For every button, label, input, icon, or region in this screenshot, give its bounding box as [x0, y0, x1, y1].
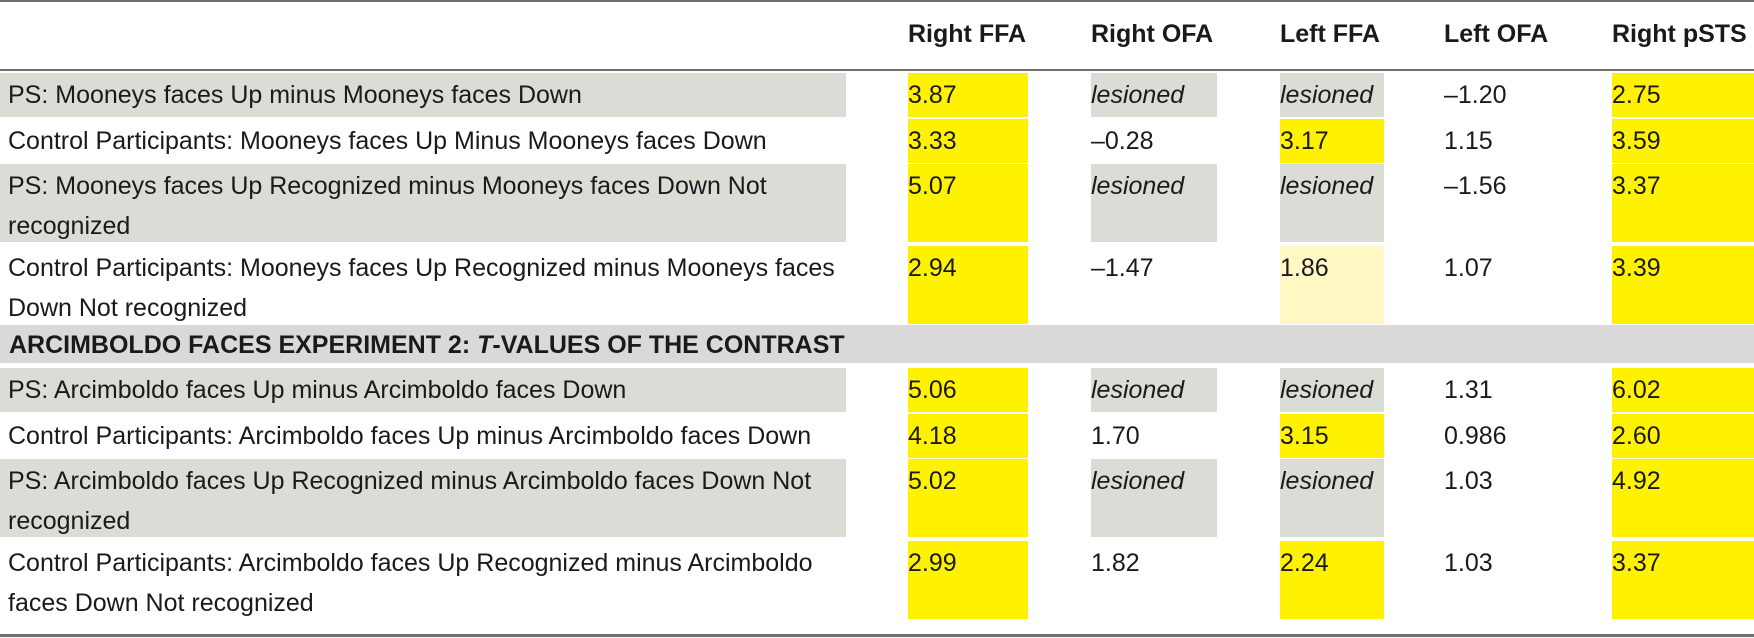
- cell-highlight-left-ffa: [1280, 541, 1384, 619]
- row-label: PS: Mooneys faces Up minus Mooneys faces…: [8, 81, 582, 109]
- cell-highlight-right-ffa: [908, 246, 1028, 324]
- section-heading-pre: ARCIMBOLDO FACES EXPERIMENT 2:: [9, 331, 478, 359]
- row-label: PS: Mooneys faces Up Recognized minus Mo…: [8, 172, 767, 200]
- cell-highlight-right-ofa: [1091, 459, 1217, 537]
- cell-highlight-right-psts: [1612, 73, 1754, 117]
- row-label: Control Participants: Mooneys faces Up R…: [8, 254, 835, 282]
- cell-highlight-left-ffa: [1280, 414, 1384, 458]
- column-header-left-ffa: Left FFA: [1280, 20, 1380, 48]
- value-right-ofa: lesioned: [1091, 172, 1185, 200]
- value-right-psts: 6.02: [1612, 376, 1661, 404]
- value-right-ofa: lesioned: [1091, 467, 1185, 495]
- value-left-ffa: 3.17: [1280, 127, 1329, 155]
- value-right-psts: 3.59: [1612, 127, 1661, 155]
- value-left-ofa: 1.03: [1444, 549, 1493, 577]
- cell-highlight-right-ffa: [908, 368, 1028, 412]
- column-header-right-psts: Right pSTS: [1612, 20, 1747, 48]
- cell-highlight-right-ofa: [1091, 368, 1217, 412]
- value-left-ofa: –1.56: [1444, 172, 1507, 200]
- value-left-ofa: 1.15: [1444, 127, 1493, 155]
- value-right-ofa: 1.70: [1091, 422, 1140, 450]
- value-left-ffa: lesioned: [1280, 172, 1374, 200]
- cell-highlight-right-ofa: [1091, 73, 1217, 117]
- value-left-ffa: lesioned: [1280, 376, 1374, 404]
- row-label: PS: Arcimboldo faces Up Recognized minus…: [8, 467, 812, 495]
- cell-highlight-right-psts: [1612, 414, 1754, 458]
- bottom-rule: [0, 634, 1754, 637]
- cell-highlight-left-ffa: [1280, 73, 1384, 117]
- row-label: recognized: [8, 507, 131, 535]
- row-label: PS: Arcimboldo faces Up minus Arcimboldo…: [8, 376, 627, 404]
- cell-highlight-right-ffa: [908, 73, 1028, 117]
- section-heading-post: -VALUES OF THE CONTRAST: [492, 331, 845, 359]
- value-left-ffa: 3.15: [1280, 422, 1329, 450]
- row-label-bg: [0, 164, 846, 242]
- value-right-ofa: 1.82: [1091, 549, 1140, 577]
- cell-highlight-left-ffa: [1280, 119, 1384, 163]
- value-left-ffa: 1.86: [1280, 254, 1329, 282]
- cell-highlight-right-ffa: [908, 459, 1028, 537]
- value-left-ffa: lesioned: [1280, 81, 1374, 109]
- value-left-ffa: 2.24: [1280, 549, 1329, 577]
- value-right-ffa: 5.02: [908, 467, 957, 495]
- row-label: Control Participants: Arcimboldo faces U…: [8, 549, 813, 577]
- section-heading-italic: T: [477, 331, 493, 359]
- section-band: [0, 325, 1754, 363]
- row-label: recognized: [8, 212, 131, 240]
- column-header-right-ffa: Right FFA: [908, 20, 1027, 48]
- column-header-left-ofa: Left OFA: [1444, 20, 1549, 48]
- row-label: Control Participants: Mooneys faces Up M…: [8, 127, 767, 155]
- value-right-psts: 3.39: [1612, 254, 1661, 282]
- value-right-ffa: 5.06: [908, 376, 957, 404]
- row-label-bg: [0, 459, 846, 537]
- cell-highlight-left-ffa: [1280, 459, 1384, 537]
- value-right-ffa: 4.18: [908, 422, 957, 450]
- cell-highlight-left-ffa: [1280, 164, 1384, 242]
- value-right-ofa: –0.28: [1091, 127, 1154, 155]
- value-right-ofa: lesioned: [1091, 81, 1185, 109]
- cell-highlight-right-ofa: [1091, 164, 1217, 242]
- value-right-ofa: –1.47: [1091, 254, 1154, 282]
- row-label: Control Participants: Arcimboldo faces U…: [8, 422, 812, 450]
- value-right-ffa: 2.94: [908, 254, 957, 282]
- cell-highlight-left-ffa: [1280, 246, 1384, 324]
- value-right-ofa: lesioned: [1091, 376, 1185, 404]
- row-label-bg: [0, 368, 846, 412]
- value-right-ffa: 3.33: [908, 127, 957, 155]
- row-label: Down Not recognized: [8, 294, 248, 322]
- row-label-bg: [0, 73, 846, 117]
- value-left-ofa: –1.20: [1444, 81, 1507, 109]
- cell-highlight-right-ffa: [908, 414, 1028, 458]
- value-right-psts: 3.37: [1612, 549, 1661, 577]
- cell-highlight-right-ffa: [908, 541, 1028, 619]
- value-right-psts: 2.75: [1612, 81, 1661, 109]
- value-right-psts: 2.60: [1612, 422, 1661, 450]
- cell-highlight-right-psts: [1612, 164, 1754, 242]
- value-right-ffa: 3.87: [908, 81, 957, 109]
- value-right-psts: 3.37: [1612, 172, 1661, 200]
- cell-highlight-right-psts: [1612, 119, 1754, 163]
- cell-highlight-right-ffa: [908, 119, 1028, 163]
- value-right-psts: 4.92: [1612, 467, 1661, 495]
- value-left-ofa: 1.07: [1444, 254, 1493, 282]
- cell-highlight-left-ffa: [1280, 368, 1384, 412]
- cell-highlight-right-psts: [1612, 246, 1754, 324]
- section-heading: ARCIMBOLDO FACES EXPERIMENT 2: T-VALUES …: [9, 326, 845, 364]
- value-right-ffa: 5.07: [908, 172, 957, 200]
- value-left-ofa: 0.986: [1444, 422, 1507, 450]
- value-right-ffa: 2.99: [908, 549, 957, 577]
- cell-highlight-right-psts: [1612, 541, 1754, 619]
- cell-highlight-right-psts: [1612, 459, 1754, 537]
- value-left-ofa: 1.03: [1444, 467, 1493, 495]
- cell-highlight-right-psts: [1612, 368, 1754, 412]
- row-label: faces Down Not recognized: [8, 589, 314, 617]
- value-left-ffa: lesioned: [1280, 467, 1374, 495]
- column-header-right-ofa: Right OFA: [1091, 20, 1214, 48]
- header-rule: [0, 69, 1754, 71]
- cell-highlight-right-ffa: [908, 164, 1028, 242]
- top-rule: [0, 0, 1754, 2]
- value-left-ofa: 1.31: [1444, 376, 1493, 404]
